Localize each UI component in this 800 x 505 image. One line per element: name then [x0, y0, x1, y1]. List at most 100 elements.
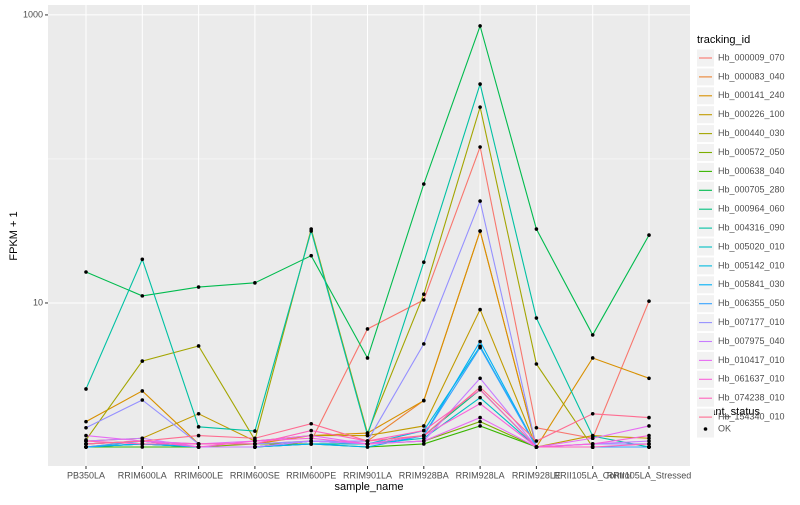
legend-label: OK [718, 423, 731, 433]
x-tick-label: RRII105LA_Control [554, 470, 632, 480]
x-tick-label: RRIM600SE [230, 470, 280, 480]
data-point [478, 415, 482, 420]
legend-label: Hb_007975_040 [718, 336, 785, 346]
data-point [647, 376, 651, 381]
legend-label: Hb_000226_100 [718, 109, 785, 119]
panel [48, 5, 690, 466]
data-point [478, 376, 482, 381]
data-point [140, 398, 145, 402]
data-point [365, 356, 370, 360]
legend-label: Hb_000964_060 [718, 204, 785, 214]
data-point [84, 439, 88, 443]
data-point [534, 439, 539, 443]
data-point [253, 281, 257, 285]
x-tick-label: PB350LA [67, 470, 105, 480]
data-point [253, 445, 257, 449]
data-point [309, 428, 314, 433]
data-point [309, 436, 314, 441]
data-point [140, 439, 145, 443]
x-tick-label: RRIM901LA [343, 470, 392, 480]
data-point [309, 439, 314, 443]
data-point [647, 299, 651, 303]
data-point [365, 433, 370, 437]
data-point [140, 389, 145, 393]
data-point [478, 345, 482, 350]
x-tick-label: RRII105LA_Stressed [607, 470, 692, 480]
data-point [478, 401, 482, 406]
data-point [590, 436, 595, 441]
data-point [140, 436, 145, 441]
data-point [422, 398, 426, 403]
y-tick-label: 10 [33, 297, 43, 307]
data-point [534, 227, 539, 231]
legend-label: Hb_005020_010 [718, 241, 785, 251]
data-point [647, 424, 651, 428]
data-point [422, 424, 426, 428]
data-point [84, 419, 88, 424]
data-point [309, 442, 314, 446]
data-point [309, 433, 314, 438]
data-point [84, 445, 88, 449]
data-point [422, 292, 426, 297]
data-point [478, 82, 482, 86]
data-point [534, 425, 539, 430]
x-tick-label: RRIM928BA [399, 470, 449, 480]
data-point [422, 182, 426, 186]
data-point [590, 442, 595, 446]
data-point [84, 425, 88, 430]
data-point [478, 199, 482, 203]
data-point [478, 24, 482, 28]
legend-label: Hb_005142_010 [718, 260, 785, 270]
data-point [140, 257, 145, 262]
data-point [309, 253, 314, 258]
data-point [590, 445, 595, 449]
x-axis-title: sample_name [334, 481, 403, 493]
data-point [84, 433, 88, 438]
data-point [478, 145, 482, 149]
data-point [196, 412, 201, 416]
data-point [422, 433, 426, 438]
y-axis-title: FPKM + 1 [8, 211, 20, 260]
data-point [365, 439, 370, 443]
data-point [140, 445, 145, 449]
data-point [196, 433, 201, 438]
data-point [196, 445, 201, 449]
legend-label: Hb_061637_010 [718, 374, 785, 384]
legend-label: Hb_010417_010 [718, 355, 785, 365]
legend-label: Hb_000009_070 [718, 52, 785, 62]
data-point [422, 436, 426, 441]
x-tick-label: RRIM928LA [456, 470, 505, 480]
data-point [84, 442, 88, 446]
data-point [478, 229, 482, 233]
data-point [647, 433, 651, 438]
legend-point [703, 427, 708, 431]
data-point [84, 387, 88, 391]
data-point [253, 439, 257, 443]
data-point [647, 442, 651, 446]
data-point [422, 342, 426, 346]
legend-label: Hb_000440_030 [718, 128, 785, 138]
data-point [253, 442, 257, 446]
legend-label: Hb_000572_050 [718, 147, 785, 157]
legend-label: Hb_004316_090 [718, 222, 785, 232]
data-point [647, 436, 651, 441]
x-tick-label: RRIM600LE [174, 470, 223, 480]
data-point [534, 316, 539, 320]
data-point [196, 442, 201, 446]
data-point [590, 412, 595, 416]
data-point [253, 436, 257, 441]
data-point [140, 442, 145, 446]
data-point [478, 105, 482, 109]
data-point [647, 415, 651, 420]
legend-label: Hb_006355_050 [718, 298, 785, 308]
data-point [534, 362, 539, 366]
data-point [534, 445, 539, 449]
data-point [365, 442, 370, 446]
data-point [253, 429, 257, 433]
data-point [84, 270, 88, 274]
data-point [365, 327, 370, 331]
data-point [647, 445, 651, 449]
legend-label: Hb_000141_240 [718, 90, 785, 100]
data-point [196, 344, 201, 348]
